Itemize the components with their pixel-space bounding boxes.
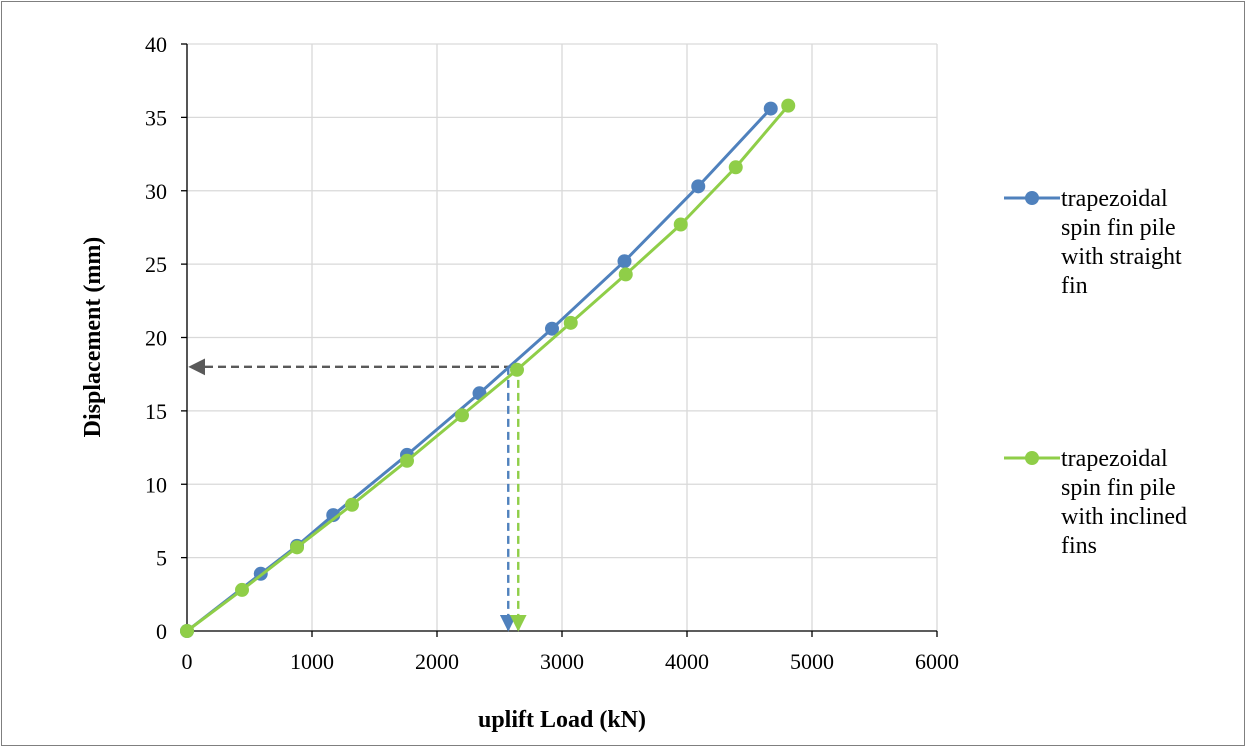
series-2-point [510,362,524,377]
series-2-point [180,624,194,638]
series-1-point [763,101,778,116]
x-tick-label: 4000 [665,649,709,674]
x-tick-label: 2000 [415,649,459,674]
y-tick-label: 35 [145,105,167,130]
series-2-point [728,160,743,175]
series-2-point [781,98,796,113]
series-group [180,98,796,638]
series-2-point [290,540,304,555]
y-axis-title: Displacement (mm) [80,237,106,438]
series-1-point [326,508,341,523]
y-tick-label: 20 [145,326,167,351]
series-2-point [345,497,359,512]
legend-swatch-marker-2 [1025,451,1039,465]
legend: trapezoidal spin fin pile with straight fin… [1004,186,1187,559]
y-tick-label: 30 [145,179,167,204]
series-1-point [691,179,706,194]
legend-label-2: trapezoidal spin fin pile with inclined fin… [1061,446,1187,559]
series-1-point [545,321,559,336]
y-tick-label: 10 [145,472,167,497]
x-tick-label: 3000 [540,649,584,674]
y-tick-label: 0 [156,619,167,644]
y-tick-label: 40 [145,32,167,57]
series-2-point [400,453,414,468]
series-2-point [618,267,633,282]
y-tick-label: 5 [156,546,167,571]
x-tick-label: 0 [182,649,193,674]
series-line-2 [186,104,790,633]
y-tick-label: 25 [145,252,167,277]
dashed-arrows [188,358,527,632]
x-axis-title: uplift Load (kN) [478,707,646,733]
series-2-point [563,315,578,330]
y-tick-label: 15 [145,399,167,424]
series-line-1 [186,107,772,633]
series-2-point [673,217,688,232]
series-1-point [617,254,632,269]
series-2-point [235,582,249,597]
x-tick-label: 5000 [790,649,834,674]
legend-swatch-marker-1 [1025,191,1039,205]
x-tick-label: 6000 [915,649,959,674]
series-2-point [455,408,469,423]
tick-labels: 0 5 10 15 20 25 30 35 40 0 1000 2000 3000 4000 5000 600… [145,32,959,674]
legend-label-1: trapezoidal spin fin pile with straight fin [1061,186,1182,299]
x-tick-label: 1000 [290,649,334,674]
